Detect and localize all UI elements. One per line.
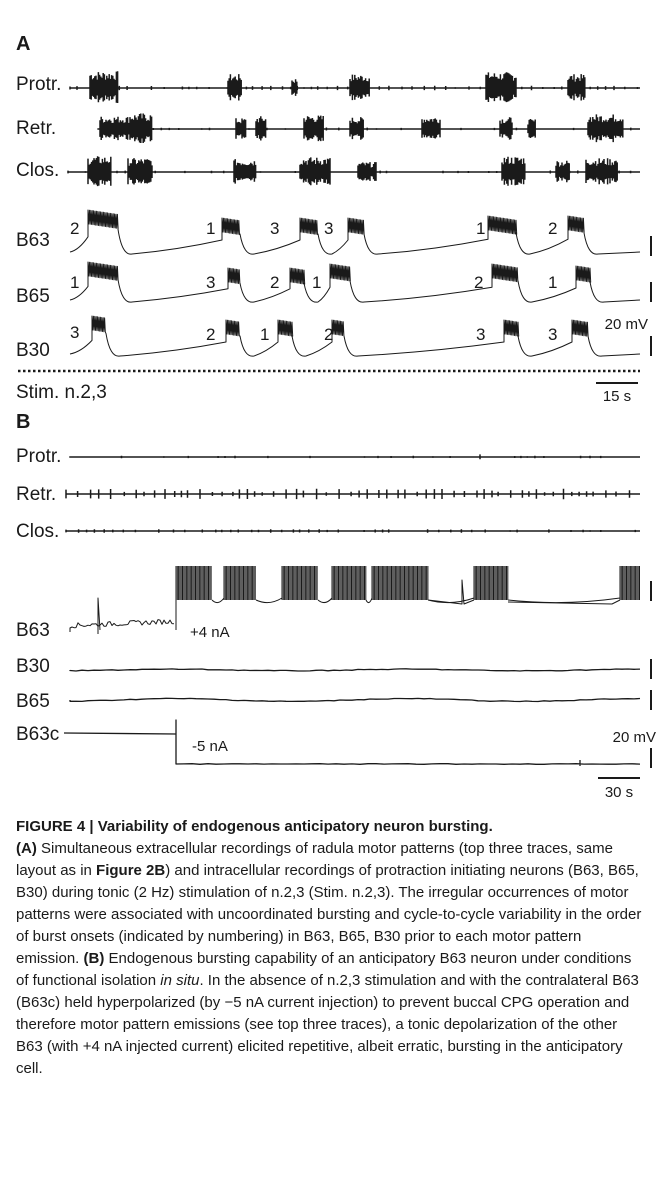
b30-order-6: 3 <box>548 325 557 344</box>
panel-b-time-scale: 30 s <box>605 784 633 801</box>
caption-label: FIGURE 4 | <box>16 818 98 835</box>
trace-b-retr <box>65 488 640 500</box>
b30-order-2: 2 <box>206 325 215 344</box>
b65-order-1: 1 <box>70 273 79 292</box>
caption-a-figure-ref: Figure 2B <box>96 862 166 879</box>
b30-order-4: 2 <box>324 325 333 344</box>
trace-b-b65 <box>69 697 641 703</box>
b65-order-3: 2 <box>270 273 279 292</box>
panel-b-current-b63c: -5 nA <box>192 738 228 755</box>
caption-part-a: (A) Simultaneous extracellular recording… <box>16 840 641 967</box>
b30-order-3: 1 <box>260 325 269 344</box>
b30-order-5: 3 <box>476 325 485 344</box>
caption-title: Variability of endogenous anticipatory n… <box>97 818 493 835</box>
figure-4-recordings: A Protr. Retr. Clos. B63 B65 B30 2 1 3 3… <box>16 33 656 801</box>
trace-b-b63c <box>63 719 641 766</box>
panel-b-label-clos: Clos. <box>16 521 59 542</box>
b65-order-6: 1 <box>548 273 557 292</box>
caption-b-italic: in situ <box>160 972 200 989</box>
panel-b-label-b63c: B63c <box>16 724 59 745</box>
panel-b-label-retr: Retr. <box>16 484 56 505</box>
b63-order-2: 1 <box>206 219 215 238</box>
panel-b-label-b65: B65 <box>16 691 50 712</box>
trace-a-retr <box>97 113 640 143</box>
b30-order-1: 3 <box>70 323 79 342</box>
trace-b-clos <box>65 529 640 533</box>
panel-b-label-b63: B63 <box>16 620 50 641</box>
panel-a-label-b65: B65 <box>16 286 50 307</box>
b63-order-6: 2 <box>548 219 557 238</box>
b63-order-3: 3 <box>270 219 279 238</box>
caption-a-text-2: ) and intracellular recordings of protra… <box>16 862 642 967</box>
panel-a-label-protr: Protr. <box>16 74 61 95</box>
panel-a-intracellular-traces <box>69 209 641 357</box>
panel-a-label-retr: Retr. <box>16 118 56 139</box>
panel-b-intracellular-traces <box>63 566 641 766</box>
trace-a-b63 <box>69 209 641 255</box>
panel-b-voltage-scale: 20 mV <box>613 729 656 746</box>
caption-a-tag: (A) <box>16 840 37 857</box>
b63-order-1: 2 <box>70 219 79 238</box>
caption-b-text-2: . In the absence of n.2,3 stimulation an… <box>16 972 639 1077</box>
panel-a-label-b30: B30 <box>16 340 50 361</box>
trace-a-clos <box>67 156 640 187</box>
caption-b-tag: (B) <box>83 950 105 967</box>
b63-order-4: 3 <box>324 219 333 238</box>
panel-a-label-clos: Clos. <box>16 160 59 181</box>
panel-a-label-b63: B63 <box>16 230 50 251</box>
trace-a-b65 <box>69 261 641 303</box>
panel-a-extracellular-traces <box>67 71 640 187</box>
panel-b-label-b30: B30 <box>16 656 50 677</box>
trace-a-b30 <box>69 315 641 357</box>
b65-order-4: 1 <box>312 273 321 292</box>
panel-b-letter: B <box>16 411 30 433</box>
figure-caption: FIGURE 4 | Variability of endogenous ant… <box>16 816 644 1080</box>
trace-b-b63 <box>69 566 640 634</box>
caption-a-text-1: Simultaneous extracellular recordings of… <box>16 840 613 879</box>
b65-order-5: 2 <box>474 273 483 292</box>
b65-order-2: 3 <box>206 273 215 292</box>
panel-b-extracellular-traces <box>65 454 640 533</box>
trace-b-protr <box>69 454 640 460</box>
panel-b-current-b63: +4 nA <box>190 624 230 641</box>
b63-order-5: 1 <box>476 219 485 238</box>
panel-b-label-protr: Protr. <box>16 446 61 467</box>
panel-a-time-scale: 15 s <box>603 388 631 405</box>
panel-a-letter: A <box>16 33 30 55</box>
trace-b-b30 <box>69 668 641 672</box>
caption-b-text-1: Endogenous bursting capability of an ant… <box>16 950 632 989</box>
panel-a-stim-label: Stim. n.2,3 <box>16 382 107 403</box>
panel-a-voltage-scale: 20 mV <box>605 316 648 333</box>
trace-a-protr <box>69 71 640 103</box>
